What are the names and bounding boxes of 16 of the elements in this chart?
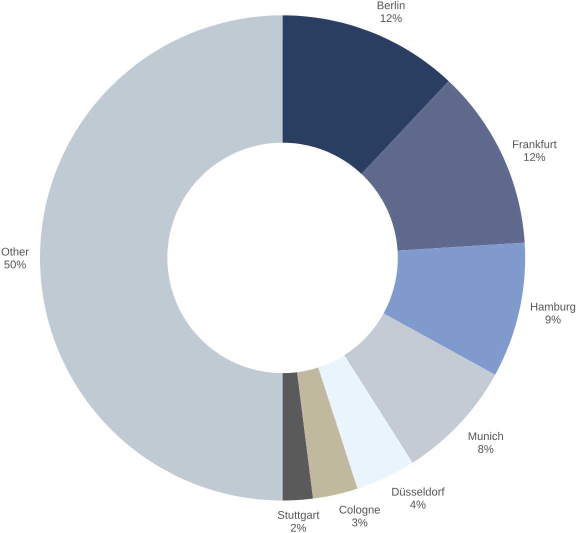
slice-label: Cologne: [339, 506, 380, 516]
data-label: 9%: [545, 316, 561, 324]
data-label: 3%: [352, 518, 368, 527]
slice-label: Stuttgart: [278, 511, 320, 522]
slice-label: Munich: [468, 432, 503, 440]
data-label: 8%: [478, 445, 494, 454]
data-label: 4%: [410, 500, 426, 509]
slice-label: Berlin: [378, 1, 405, 10]
slice-label: Other: [2, 248, 29, 256]
data-label: 12%: [524, 153, 546, 162]
data-label: 12%: [380, 14, 402, 22]
data-label: 2%: [290, 524, 306, 532]
data-label: 50%: [4, 260, 26, 269]
slice-label: Hamburg: [530, 302, 576, 313]
slice-label: Düsseldorf: [392, 488, 445, 496]
slice-label: Frankfurt: [513, 140, 557, 148]
